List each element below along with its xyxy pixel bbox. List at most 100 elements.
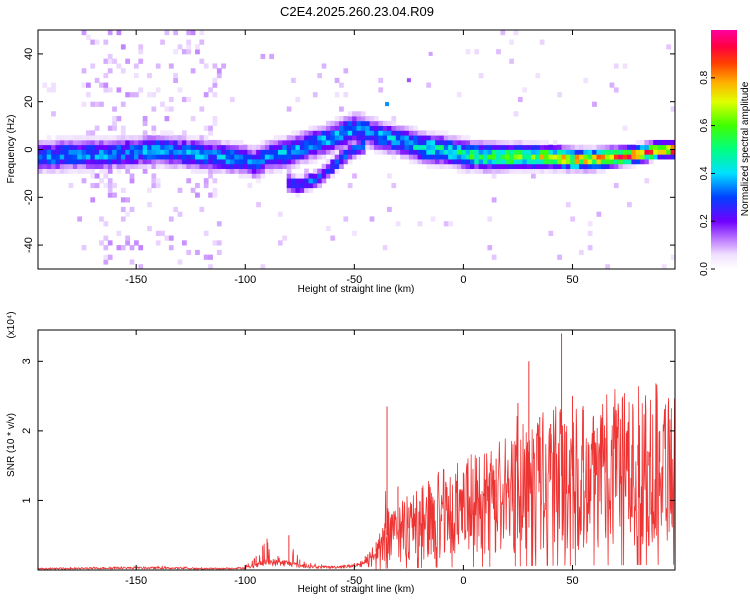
heatmap-cell [635, 139, 641, 146]
heatmap-cell [208, 130, 213, 136]
heatmap-cell [81, 159, 87, 165]
heatmap-cell [147, 225, 152, 232]
heatmap-cell [295, 130, 301, 136]
heatmap-cell [339, 120, 344, 126]
heatmap-cell [173, 159, 179, 165]
heatmap-cell [352, 230, 357, 236]
heatmap-cell [212, 192, 218, 198]
heatmap-cell [173, 30, 179, 36]
heatmap-cell [404, 139, 410, 146]
heatmap-cell [439, 149, 445, 155]
heatmap-cell [68, 144, 74, 150]
heatmap-cell [225, 149, 231, 155]
heatmap-cell [321, 135, 327, 141]
heatmap-cell [203, 135, 209, 141]
heatmap-cell [142, 139, 148, 146]
heatmap-cell [291, 130, 296, 136]
heatmap-cell [151, 178, 157, 184]
heatmap-cell [413, 135, 418, 141]
heatmap-cell [487, 216, 493, 222]
heatmap-cell [609, 154, 615, 160]
heatmap-cell [151, 139, 157, 146]
heatmap-cell [356, 120, 362, 126]
heatmap-cell [125, 92, 131, 98]
heatmap-cell [195, 168, 200, 174]
heatmap-cell [186, 49, 192, 55]
heatmap-cell [42, 154, 48, 160]
heatmap-cell [77, 135, 83, 141]
heatmap-cell [627, 163, 632, 170]
heatmap-cell [452, 149, 458, 155]
heatmap-cell [391, 116, 397, 122]
heatmap-cell [190, 154, 196, 160]
heatmap-cell [312, 178, 318, 184]
heatmap-cell [142, 154, 148, 160]
heatmap-cell [648, 144, 654, 150]
heatmap-cell [435, 149, 440, 155]
heatmap-cell [321, 168, 327, 174]
heatmap-cell [273, 154, 279, 160]
heatmap-cell [347, 125, 353, 131]
heatmap-cell [600, 154, 606, 160]
heatmap-cell [94, 149, 100, 155]
heatmap-cell [155, 159, 161, 165]
heatmap-cell [103, 159, 109, 165]
heatmap-cell [317, 154, 322, 160]
heatmap-cell [291, 139, 296, 146]
heatmap-cell [661, 154, 667, 160]
heatmap-cell [125, 163, 131, 170]
spectrogram-x-tick-label: 50 [566, 274, 578, 286]
heatmap-cell [304, 154, 309, 160]
heatmap-cell [592, 101, 597, 107]
heatmap-cell [125, 144, 131, 150]
heatmap-cell [99, 216, 104, 222]
heatmap-cell [356, 111, 362, 117]
heatmap-cell [68, 168, 74, 174]
heatmap-cell [426, 144, 432, 150]
heatmap-cell [51, 82, 56, 88]
heatmap-cell [378, 125, 384, 131]
heatmap-cell [304, 159, 309, 165]
heatmap-cell [120, 187, 126, 193]
heatmap-cell [155, 139, 161, 146]
heatmap-cell [465, 163, 471, 170]
heatmap-cell [378, 130, 384, 136]
heatmap-cell [312, 139, 318, 146]
heatmap-cell [570, 168, 576, 174]
heatmap-cell [103, 144, 109, 150]
heatmap-cell [112, 182, 117, 189]
heatmap-cell [478, 163, 484, 170]
heatmap-cell [304, 173, 309, 179]
heatmap-cell [517, 168, 523, 174]
heatmap-cell [221, 163, 227, 170]
heatmap-cell [325, 163, 331, 170]
heatmap-cell [142, 149, 148, 155]
heatmap-cell [356, 154, 362, 160]
heatmap-cell [107, 149, 113, 155]
heatmap-cell [203, 159, 209, 165]
heatmap-cell [107, 254, 113, 260]
heatmap-cell [160, 230, 165, 236]
heatmap-cell [190, 187, 196, 193]
heatmap-cell [321, 173, 327, 179]
heatmap-cell [295, 178, 301, 184]
heatmap-cell [596, 149, 602, 155]
heatmap-cell [666, 154, 672, 160]
heatmap-cell [613, 149, 619, 155]
heatmap-cell [644, 154, 650, 160]
heatmap-cell [583, 163, 589, 170]
heatmap-cell [478, 159, 484, 165]
heatmap-cell [522, 163, 528, 170]
heatmap-cell [343, 144, 349, 150]
heatmap-cell [334, 130, 340, 136]
heatmap-cell [513, 168, 519, 174]
heatmap-cell [260, 144, 266, 150]
heatmap-cell [168, 106, 174, 112]
heatmap-cell [548, 163, 554, 170]
heatmap-cell [430, 154, 436, 160]
heatmap-cell [94, 77, 100, 83]
heatmap-cell [260, 173, 266, 179]
heatmap-cell [94, 163, 100, 170]
heatmap-cell [151, 182, 157, 189]
heatmap-cell [212, 187, 218, 193]
